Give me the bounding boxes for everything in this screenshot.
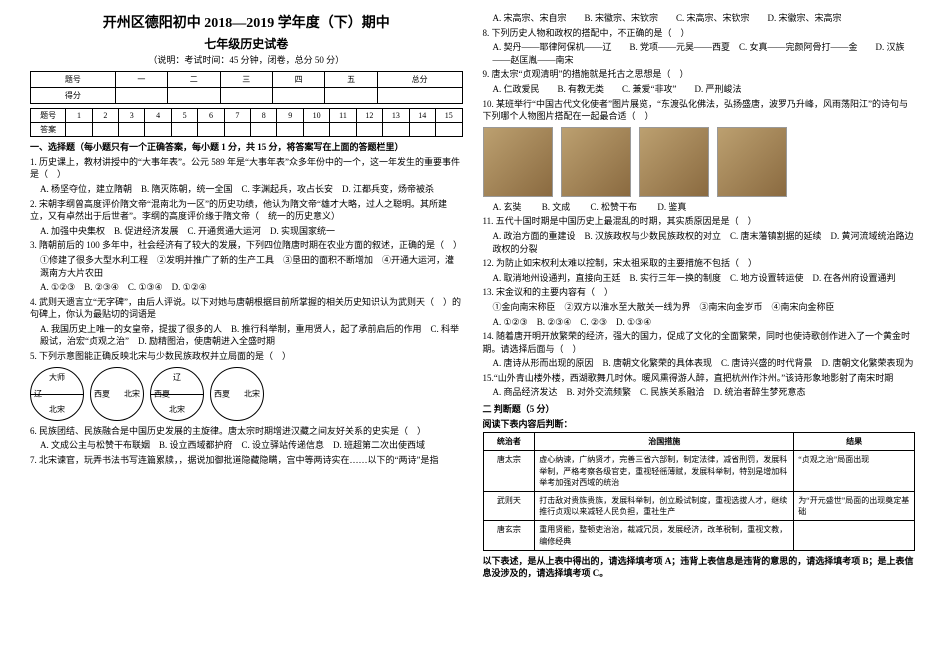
q9-opts: A. 仁政爱民 B. 有教无类 C. 兼爱“非攻” D. 严刑峻法: [493, 83, 916, 96]
q5-diagrams: 大师 北宋 辽 西夏 北宋 辽 北宋 西夏 西夏 北宋: [30, 367, 463, 421]
q13-stem: 13. 宋金议和的主要内容有（ ）: [483, 286, 916, 299]
q10-labels: A. 玄奘 B. 文成 C. 松赞干布 D. 鉴真: [493, 201, 916, 214]
circle-a: 大师 北宋 辽: [30, 367, 84, 421]
jt-h0: 统治者: [483, 433, 535, 451]
judge-table: 统治者 治国措施 结果 唐太宗 虚心纳谏，广纳贤才，完善三省六部制，制定法律，减…: [483, 432, 916, 551]
right-column: A. 宋高宗、宋自宗 B. 宋徽宗、宋钦宗 C. 宋高宗、宋钦宗 D. 宋徽宗、…: [483, 10, 916, 582]
q1-stem: 1. 历史课上，教材讲授中的“大事年表”。公元 589 年是“大事年表”众多年份…: [30, 156, 463, 181]
left-column: 开州区德阳初中 2018—2019 学年度（下）期中 七年级历史试卷 （说明：考…: [30, 10, 463, 582]
figure-c-icon: [639, 127, 709, 197]
ans-row1-lbl: 题号: [31, 108, 66, 122]
q8-stem: 8. 下列历史人物和政权的搭配中，不正确的是（ ）: [483, 27, 916, 40]
ans-row2-lbl: 答案: [31, 123, 66, 137]
circle-c: 辽 北宋 西夏: [150, 367, 204, 421]
score-h3: 三: [220, 71, 272, 87]
circle-d: 西夏 北宋: [210, 367, 264, 421]
q11-opts: A. 政治方面的重建设 B. 汉族政权与少数民族政权的对立 C. 唐末藩镇割据的…: [493, 230, 916, 255]
q5-stem: 5. 下列示意图能正确反映北宋与少数民族政权并立局面的是（ ）: [30, 350, 463, 363]
q12-opts: A. 取消地州设通判，直接向王廷 B. 实行三年一换的制度 C. 地方设置转运使…: [493, 272, 916, 285]
judge-sub: 阅读下表内容后判断：: [483, 418, 916, 431]
q6-opts: A. 文成公主与松赞干布联姻 B. 设立西域都护府 C. 设立驿站传递信息 D.…: [40, 439, 463, 452]
judge-section-header: 二 判断题（5 分）: [483, 403, 916, 416]
q12-stem: 12. 为防止如宋权利太难以控制，宋太祖采取的主要措施不包括（ ）: [483, 257, 916, 270]
q2-stem: 2. 宋朝李纲曾高度评价隋文帝“混南北为一区”的历史功绩，他认为隋文帝“雄才大略…: [30, 198, 463, 223]
q15-stem: 15.“山外青山楼外楼，西湖歌舞几时休。暖风熏得游人醉，直把杭州作汴州。”该诗形…: [483, 372, 916, 385]
score-table: 题号 一 二 三 四 五 总分 得分: [30, 71, 463, 104]
answer-table: 题号 1 2 3 4 5 6 7 8 9 10 11 12 13 14 15 答…: [30, 108, 463, 137]
q3-sub: ①修建了很多大型水利工程 ②发明并推广了新的生产工具 ③垦田的面积不断增加 ④开…: [40, 254, 463, 279]
exam-title: 开州区德阳初中 2018—2019 学年度（下）期中: [30, 14, 463, 34]
q1-opts: A. 杨坚夺位，建立隋朝 B. 隋灭陈朝，统一全国 C. 李渊起兵，攻占长安 D…: [40, 183, 463, 196]
q7-opts-right: A. 宋高宗、宋自宗 B. 宋徽宗、宋钦宗 C. 宋高宗、宋钦宗 D. 宋徽宗、…: [493, 12, 916, 25]
q2-opts: A. 加强中央集权 B. 促进经济发展 C. 开通贯通大运河 D. 实现国家统一: [40, 225, 463, 238]
score-h1: 一: [115, 71, 167, 87]
score-h2: 二: [168, 71, 220, 87]
exam-note: （说明：考试时间：45 分钟，闭卷，总分 50 分）: [30, 54, 463, 67]
q7-stem: 7. 北宋谏官，玩弄书法书写连篇累牍，，据说加御批道隐藏隐瞒，宫中等两诗实在………: [30, 454, 463, 467]
q6-stem: 6. 民族团结、民族融合是中国历史发展的主旋律。唐太宗时期增进汉藏之间友好关系的…: [30, 425, 463, 438]
q3-opts: A. ①②③ B. ②③④ C. ①③④ D. ①②④: [40, 281, 463, 294]
jt-h1: 治国措施: [535, 433, 794, 451]
footer-note: 以下表述，是从上表中得出的，请选择填考项 A；违背上表信息是违背的意思的，请选择…: [483, 555, 916, 580]
q4-opts: A. 我国历史上唯一的女皇帝，提拔了很多的人 B. 推行科举制，重用贤人，起了承…: [40, 323, 463, 348]
exam-subtitle: 七年级历史试卷: [30, 36, 463, 53]
exam-page: 开州区德阳初中 2018—2019 学年度（下）期中 七年级历史试卷 （说明：考…: [0, 0, 945, 592]
choice-section-header: 一、选择题（每小题只有一个正确答案，每小题 1 分，共 15 分，将答案写在上面…: [30, 141, 463, 154]
score-h4: 四: [272, 71, 324, 87]
score-h5: 五: [325, 71, 377, 87]
jt-h2: 结果: [794, 433, 915, 451]
q10-stem: 10. 某班举行“中国古代文化使者”图片展览，“东渡弘化佛法，弘扬盛唐，波罗乃升…: [483, 98, 916, 123]
q9-stem: 9. 唐太宗“贞观清明”的措施就是托古之思想是（ ）: [483, 68, 916, 81]
q11-stem: 11. 五代十国时期是中国历史上最混乱的时期，其实质原因是是（ ）: [483, 215, 916, 228]
score-h0: 题号: [31, 71, 116, 87]
circle-b: 西夏 北宋: [90, 367, 144, 421]
q14-stem: 14. 随着唐开明开放繁荣的经济，强大的国力，促成了文化的全面繁荣，同时也使诗歌…: [483, 330, 916, 355]
q13-opts: A. ①②③ B. ②③④ C. ②③ D. ①③④: [493, 316, 916, 329]
q4-stem: 4. 武则天遗言立“无字碑”，由后人评说。以下对她与唐朝根据目前所掌握的相关历史…: [30, 296, 463, 321]
figure-b-icon: [561, 127, 631, 197]
q15-opts: A. 商品经济发达 B. 对外交流频繁 C. 民族关系融洽 D. 统治者醉生梦死…: [493, 386, 916, 399]
figure-a-icon: [483, 127, 553, 197]
score-h6: 总分: [377, 71, 462, 87]
figure-d-icon: [717, 127, 787, 197]
q8-opts: A. 契丹——耶律阿保机——辽 B. 党项——元昊——西夏 C. 女真——完颜阿…: [493, 41, 916, 66]
score-row-label: 得分: [31, 87, 116, 103]
q14-opts: A. 唐诗从形而出现的原因 B. 唐朝文化繁荣的具体表现 C. 唐诗兴盛的时代背…: [493, 357, 916, 370]
q13-sub: ①金向南宋称臣 ②双方以淮水至大散关一线为界 ③南宋向金岁币 ④南宋向金称臣: [493, 301, 916, 314]
q3-stem: 3. 隋朝前后的 100 多年中，社会经济有了较大的发展，下列四位隋唐时期在农业…: [30, 239, 463, 252]
q10-images: [483, 127, 916, 197]
